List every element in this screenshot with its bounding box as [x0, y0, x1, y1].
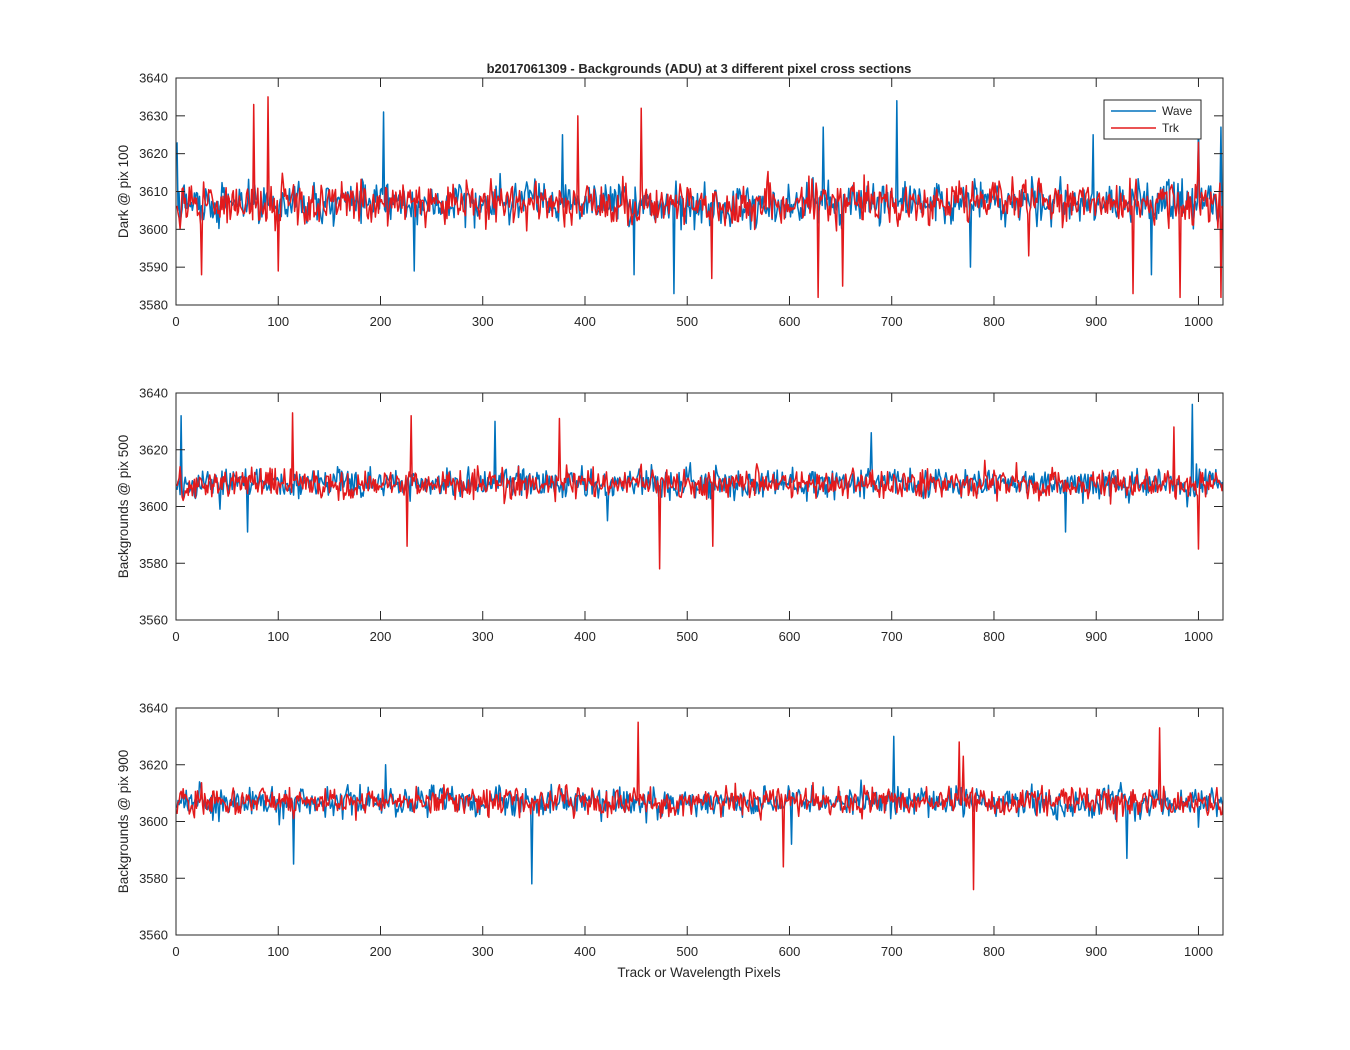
subplot-dark-pix-100: 0 100 200 300 400 500 600 700 800 900 1000 3580 3590… [116, 71, 1224, 329]
subplot-backgrounds-pix-500: 0 100 200 300 400 500 600 700 800 900 1000 3560 3580… [116, 386, 1224, 644]
y-tick-label: 3620 [139, 146, 168, 161]
x-tick-label: 800 [983, 314, 1005, 329]
y-tick-label: 3600 [139, 499, 168, 514]
x-tick-label: 100 [267, 629, 289, 644]
x-tick-label: 500 [676, 629, 698, 644]
plot-area [176, 393, 1223, 620]
x-tick-label: 300 [472, 314, 494, 329]
series-line-trk [176, 412, 1223, 570]
x-tick-label: 600 [779, 314, 801, 329]
x-tick-label: 100 [267, 944, 289, 959]
legend-label-trk: Trk [1162, 121, 1180, 135]
y-tick-label: 3640 [139, 71, 168, 86]
legend-label-wave: Wave [1162, 104, 1193, 118]
x-tick-label: 1000 [1184, 629, 1213, 644]
x-tick-label: 800 [983, 944, 1005, 959]
legend: Wave Trk [1103, 99, 1202, 140]
y-axis-label: Backgrounds @ pix 900 [116, 750, 131, 894]
x-tick-label: 800 [983, 629, 1005, 644]
y-tick-label: 3610 [139, 184, 168, 199]
y-tick-label: 3600 [139, 222, 168, 237]
y-tick-label: 3620 [139, 442, 168, 457]
x-tick-label: 900 [1085, 629, 1107, 644]
figure-title: b2017061309 - Backgrounds (ADU) at 3 dif… [487, 61, 912, 76]
x-tick-label: 1000 [1184, 944, 1213, 959]
y-tick-label: 3600 [139, 814, 168, 829]
y-tick-label: 3630 [139, 108, 168, 123]
x-tick-label: 700 [881, 944, 903, 959]
x-tick-label: 700 [881, 629, 903, 644]
series-line-trk [176, 96, 1223, 299]
y-tick-label: 3590 [139, 260, 168, 275]
x-tick-label: 200 [370, 629, 392, 644]
x-tick-label: 0 [172, 314, 179, 329]
y-axis-label: Backgrounds @ pix 500 [116, 435, 131, 579]
x-tick-label: 400 [574, 944, 596, 959]
y-tick-label: 3580 [139, 871, 168, 886]
x-tick-label: 0 [172, 944, 179, 959]
x-tick-label: 700 [881, 314, 903, 329]
subplot-backgrounds-pix-900: 0 100 200 300 400 500 600 700 800 900 1000 3560 3580… [116, 701, 1224, 959]
x-tick-label: 600 [779, 944, 801, 959]
x-axis-label: Track or Wavelength Pixels [617, 965, 781, 980]
x-tick-label: 500 [676, 314, 698, 329]
x-tick-label: 600 [779, 629, 801, 644]
x-tick-label: 400 [574, 629, 596, 644]
x-tick-label: 400 [574, 314, 596, 329]
y-axis-label: Dark @ pix 100 [116, 145, 131, 238]
x-tick-label: 500 [676, 944, 698, 959]
y-tick-label: 3580 [139, 298, 168, 313]
y-tick-label: 3560 [139, 613, 168, 628]
y-tick-label: 3580 [139, 556, 168, 571]
x-tick-label: 100 [267, 314, 289, 329]
x-tick-label: 200 [370, 944, 392, 959]
x-tick-label: 200 [370, 314, 392, 329]
x-tick-label: 0 [172, 629, 179, 644]
x-tick-label: 900 [1085, 944, 1107, 959]
plot-area [176, 708, 1223, 935]
y-tick-label: 3640 [139, 386, 168, 401]
x-tick-label: 900 [1085, 314, 1107, 329]
x-tick-label: 300 [472, 944, 494, 959]
x-tick-label: 1000 [1184, 314, 1213, 329]
y-tick-label: 3640 [139, 701, 168, 716]
x-tick-label: 300 [472, 629, 494, 644]
legend-box [1103, 99, 1202, 140]
y-tick-label: 3560 [139, 928, 168, 943]
y-tick-label: 3620 [139, 757, 168, 772]
series-line-trk [176, 721, 1223, 891]
